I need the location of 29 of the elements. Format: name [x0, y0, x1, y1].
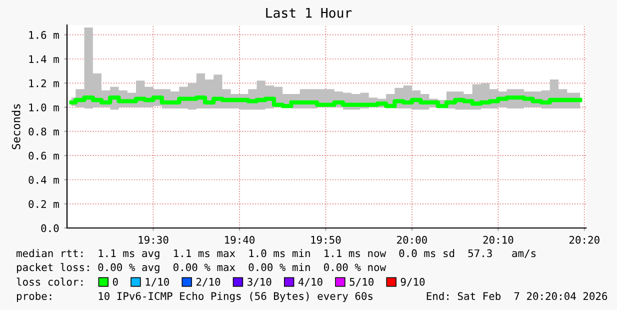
x-tick-label: 20:20	[569, 236, 600, 244]
x-tick-label: 19:40	[225, 236, 255, 244]
x-tick-label: 20:10	[483, 236, 514, 244]
legend-label: 3/10	[248, 278, 272, 287]
legend-label: 9/10	[400, 278, 425, 287]
y-tick-label: 1.4 m	[29, 55, 59, 63]
text: probe: 10 IPv6-ICMP Echo Pings (56 Bytes) every 60s	[17, 292, 372, 302]
y-tick-label: 0.6 m	[28, 152, 59, 160]
y-tick-label: 1.6 m	[29, 31, 59, 39]
legend-label: 5/10	[350, 278, 374, 287]
legend-title: loss color:	[16, 278, 83, 286]
y-tick-label: 0.2 m	[28, 200, 59, 208]
legend-label: 2/10	[196, 278, 220, 287]
text: End: Sat Feb 7 20:20:04 2026	[426, 292, 608, 300]
text: packet loss: 0.00 % avg 0.00 % max 0.00 % min 0.00 % now	[17, 263, 386, 274]
legend-label: 1/10	[146, 278, 169, 287]
y-tick-label: 1.0 m	[29, 103, 59, 112]
y-tick-label: 0.8 m	[28, 128, 59, 136]
text: median rtt: 1.1 ms avg 1.1 ms max 1.0 ms min 1.1 ms now 0.0 ms sd 57.3 am/s	[16, 249, 536, 260]
legend-label: 4/10	[298, 278, 322, 287]
y-tick-label: 1.2 m	[29, 79, 59, 88]
x-tick-label: 20:00	[397, 236, 427, 244]
y-tick-label: 0.0	[41, 224, 59, 232]
x-tick-label: 19:50	[311, 236, 341, 244]
y-tick-label: 0.4 m	[28, 176, 59, 184]
legend-label: 0	[112, 278, 118, 286]
chart-title: Last 1 Hour	[266, 8, 352, 18]
x-tick-label: 19:30	[138, 236, 168, 244]
y-axis-title: Seconds	[12, 104, 20, 150]
